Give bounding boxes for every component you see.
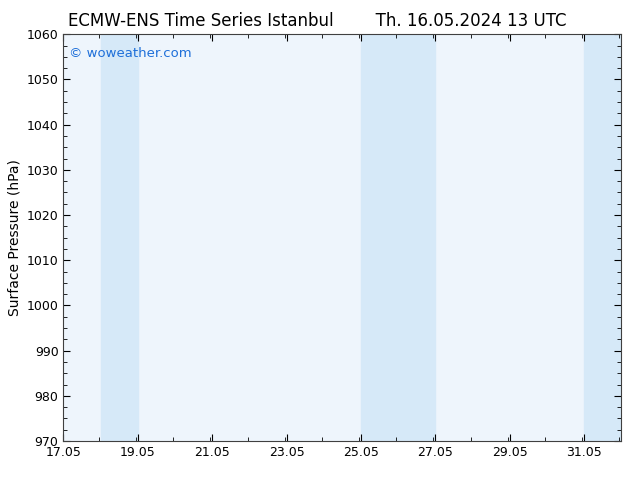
Bar [361,34,436,441]
Y-axis label: Surface Pressure (hPa): Surface Pressure (hPa) [7,159,21,316]
Text: ECMW-ENS Time Series Istanbul        Th. 16.05.2024 13 UTC: ECMW-ENS Time Series Istanbul Th. 16.05.… [68,12,566,30]
Bar [584,34,621,441]
Text: © woweather.com: © woweather.com [69,47,191,59]
Bar [101,34,138,441]
